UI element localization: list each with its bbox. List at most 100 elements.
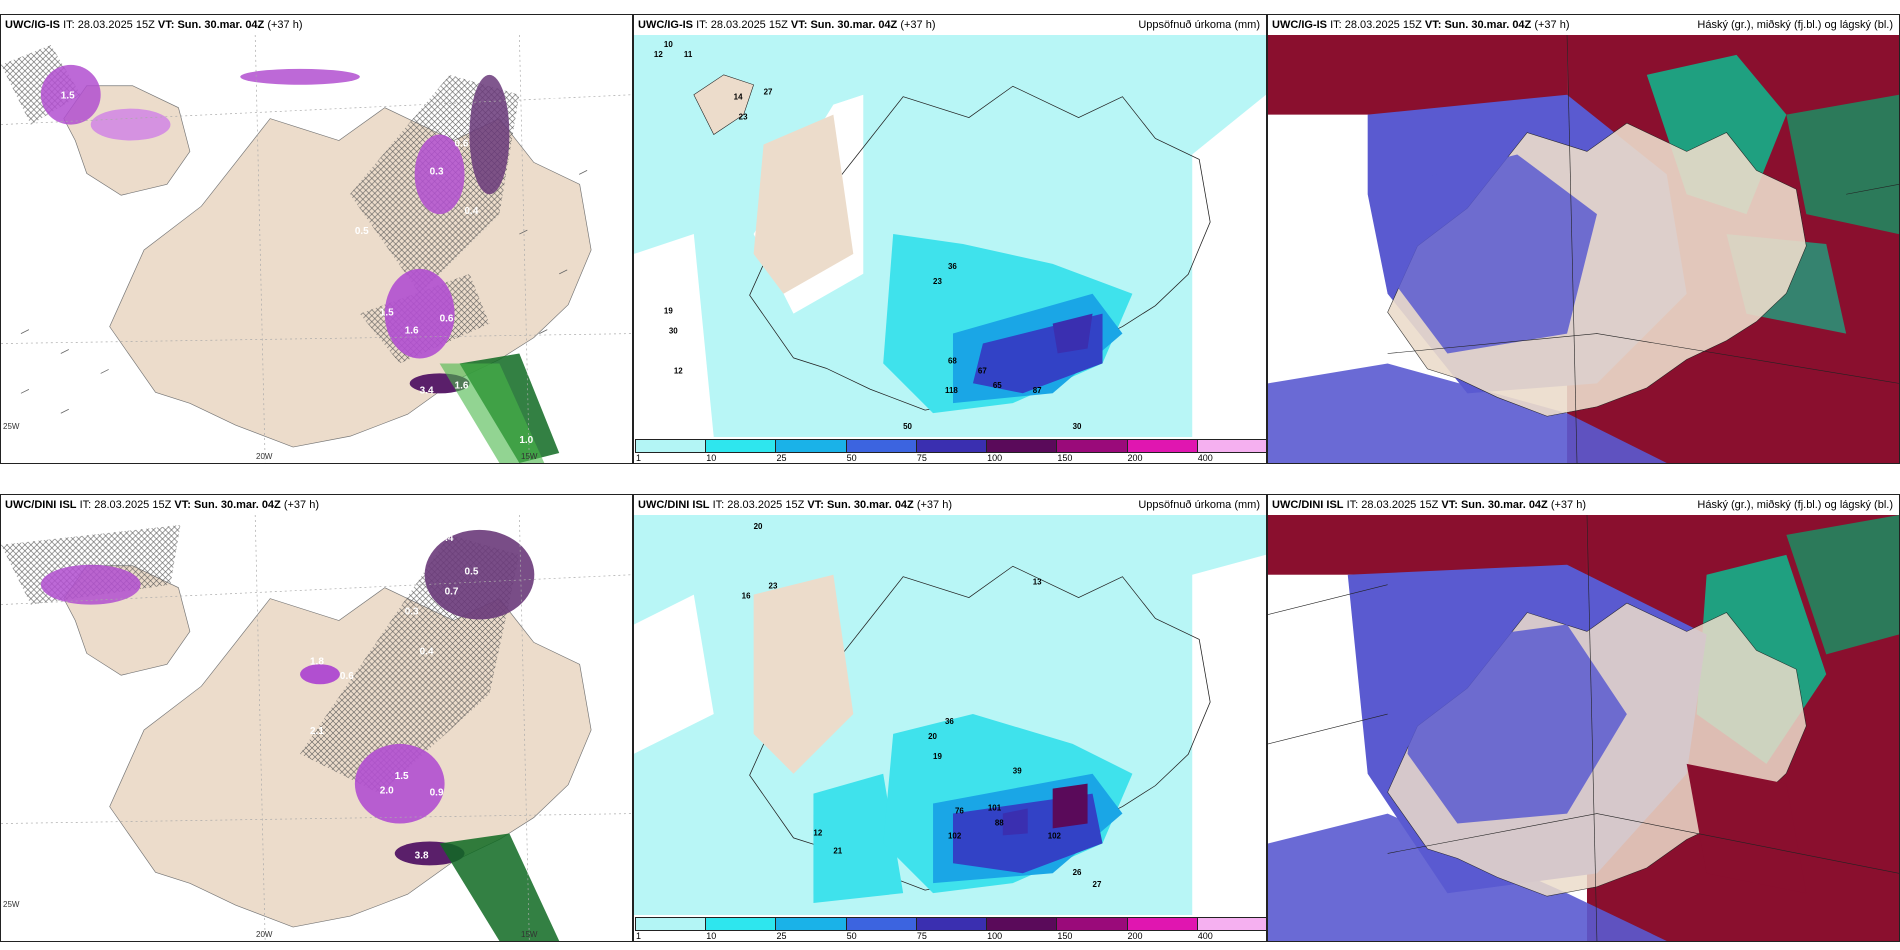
map-wind-precip: 0.4 0.5 0.3 0.7 0.4 1.8 0.6 2.1 1.5 2.0 … — [1, 515, 632, 941]
map-accumulated-precip: 20 23 16 13 36 20 19 39 76 101 88 102 10… — [634, 515, 1266, 915]
colorbar-tick: 25 — [776, 453, 787, 463]
colorbar-tick: 10 — [706, 931, 717, 941]
precip-value: 1.5 — [380, 308, 394, 319]
colorbar-tick: 100 — [987, 453, 1003, 463]
precip-value: 2.0 — [380, 786, 394, 797]
map-wind-precip: 1.5 0.3 0.6 0.3 0.4 0.5 0.6 1.5 1.6 3.4 … — [1, 35, 632, 463]
precip-value: 0.4 — [440, 533, 454, 544]
precip-value: 12 — [813, 828, 822, 837]
colorbar-swatch — [986, 917, 1058, 931]
precip-value: 0.6 — [440, 314, 454, 325]
precip-value: 30 — [1073, 422, 1082, 431]
colorbar-tick: 50 — [846, 931, 857, 941]
panel-r2-precip: UWC/DINI ISL IT: 28.03.2025 15Z VT: Sun.… — [633, 494, 1267, 942]
colorbar-swatch — [915, 917, 988, 931]
precip-value: 19 — [933, 752, 942, 761]
lon-label: 25W — [3, 422, 20, 431]
colorbar-tick: 75 — [916, 453, 927, 463]
colorbar-swatch — [705, 439, 777, 453]
precip-value: 0.7 — [445, 587, 459, 598]
colorbar-tick: 1 — [636, 453, 642, 463]
precip-value: 36 — [945, 717, 954, 726]
precip-value: 1.6 — [455, 380, 469, 391]
panel-header: UWC/IG-IS IT: 28.03.2025 15Z VT: Sun. 30… — [634, 15, 1266, 35]
precip-value: 16 — [742, 592, 751, 601]
precip-value: 20 — [928, 732, 937, 741]
colorbar-swatch — [775, 439, 847, 453]
panel-header: UWC/IG-IS IT: 28.03.2025 15Z VT: Sun. 30… — [1268, 15, 1899, 35]
precip-value: 87 — [1033, 386, 1042, 395]
colorbar: 1 10 25 50 75 100 150 200 400 — [634, 915, 1266, 941]
precip-value: 23 — [769, 582, 778, 591]
precip-value: 0.3 — [544, 91, 558, 102]
precip-value: 88 — [995, 818, 1004, 827]
precip-value: 20 — [754, 522, 763, 531]
precip-value: 0.6 — [455, 138, 469, 149]
colorbar-swatch — [1126, 917, 1198, 931]
panel-header: UWC/DINI ISL IT: 28.03.2025 15Z VT: Sun.… — [634, 495, 1266, 515]
precip-value: 0.3 — [430, 166, 444, 177]
map-accumulated-precip: 10 12 11 27 14 23 36 23 19 30 12 68 67 6… — [634, 35, 1266, 437]
panel-header: UWC/IG-IS IT: 28.03.2025 15Z VT: Sun. 30… — [1, 15, 632, 35]
colorbar-swatch — [635, 917, 707, 931]
precip-value: 101 — [988, 804, 1002, 813]
precip-value: 11 — [684, 50, 693, 59]
lon-label: 20W — [256, 930, 273, 939]
colorbar-swatch — [1056, 439, 1128, 453]
lon-label: 15W — [521, 930, 538, 939]
precip-value: 1.0 — [519, 435, 533, 446]
colorbar-swatch — [1196, 439, 1266, 453]
precip-value: 1.5 — [61, 91, 75, 102]
panel-r1-wind: UWC/IG-IS IT: 28.03.2025 15Z VT: Sun. 30… — [0, 14, 633, 464]
precip-value: 39 — [1013, 767, 1022, 776]
precip-value: 65 — [993, 381, 1002, 390]
lon-label: 25W — [3, 900, 20, 909]
colorbar-tick: 25 — [776, 931, 787, 941]
precip-value: 67 — [978, 366, 987, 375]
precip-value: 50 — [903, 422, 912, 431]
precip-value: 14 — [734, 93, 743, 102]
colorbar-tick: 10 — [706, 453, 717, 463]
precip-value: 102 — [1048, 831, 1062, 840]
panel-r1-clouds: UWC/IG-IS IT: 28.03.2025 15Z VT: Sun. 30… — [1267, 14, 1900, 464]
colorbar-tick: 400 — [1197, 453, 1213, 463]
precip-value: 0.9 — [430, 788, 444, 799]
precip-value: 0.4 — [465, 206, 479, 217]
precip-value: 27 — [1093, 880, 1102, 889]
colorbar-swatch — [775, 917, 847, 931]
precip-value: 10 — [664, 40, 673, 49]
map-cloud-cover — [1268, 35, 1899, 463]
colorbar-tick: 150 — [1057, 931, 1073, 941]
precip-value: 1.6 — [405, 326, 419, 337]
colorbar-swatch — [845, 917, 917, 931]
precip-value: 12 — [674, 366, 683, 375]
colorbar-tick: 200 — [1127, 453, 1143, 463]
precip-value: 19 — [664, 307, 673, 316]
precip-value: 0.5 — [355, 226, 369, 237]
colorbar-swatch — [635, 439, 707, 453]
precip-value: 26 — [1073, 868, 1082, 877]
colorbar-tick: 50 — [846, 453, 857, 463]
colorbar-tick: 1 — [636, 931, 642, 941]
precip-value: 0.3 — [405, 607, 419, 618]
panel-header: UWC/DINI ISL IT: 28.03.2025 15Z VT: Sun.… — [1268, 495, 1899, 515]
lon-label: 15W — [521, 452, 538, 461]
precip-value: 1.5 — [395, 771, 409, 782]
precip-value: 1.8 — [310, 656, 324, 667]
colorbar-swatch — [845, 439, 917, 453]
precip-value: 0.6 — [340, 671, 354, 682]
colorbar-tick: 75 — [916, 931, 927, 941]
colorbar-tick: 100 — [987, 931, 1003, 941]
precip-value: 30 — [669, 327, 678, 336]
colorbar-swatch — [915, 439, 988, 453]
colorbar-swatch — [1126, 439, 1198, 453]
precip-value: 0.5 — [465, 567, 479, 578]
precip-value: 21 — [833, 846, 842, 855]
precip-value: 36 — [948, 262, 957, 271]
precip-value: 3.4 — [420, 385, 434, 396]
lon-label: 20W — [256, 452, 273, 461]
map-cloud-cover — [1268, 515, 1899, 941]
precip-value: 2.1 — [310, 726, 324, 737]
panel-r2-clouds: UWC/DINI ISL IT: 28.03.2025 15Z VT: Sun.… — [1267, 494, 1900, 942]
precip-value: 0.4 — [420, 646, 434, 657]
